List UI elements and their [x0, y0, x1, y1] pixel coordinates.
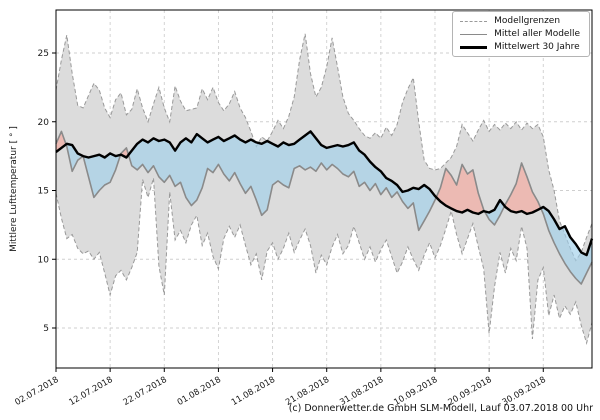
- model-range-upper-edge: [55, 33, 593, 262]
- x-tick-label: 11.08.2018: [230, 375, 277, 408]
- legend-label: Modellgrenzen: [494, 16, 561, 26]
- model-range-lower-edge: [55, 177, 593, 345]
- x-tick-label: 02.07.2018: [13, 375, 60, 408]
- y-axis-label: Mittlere Lufttemperatur [ ° ]: [9, 126, 19, 252]
- y-tick-label: 25: [38, 49, 49, 59]
- legend: Modellgrenzen Mittel aller Modelle Mitte…: [452, 11, 590, 57]
- model-mean-line: [55, 130, 593, 285]
- model-range-band: [56, 33, 592, 344]
- y-tick-label: 15: [38, 187, 49, 197]
- y-tick-label: 20: [38, 118, 50, 128]
- warm-anomaly-fill: [56, 131, 67, 152]
- dashed-line-icon: [460, 20, 488, 22]
- x-tick-label: 12.07.2018: [67, 375, 114, 408]
- x-tick-label: 01.08.2018: [176, 375, 223, 408]
- legend-item-modellgrenzen: Modellgrenzen: [460, 16, 580, 26]
- cold-anomaly-fill: [128, 131, 437, 231]
- gray-line-icon: [460, 33, 488, 35]
- legend-label: Mittel aller Modelle: [494, 29, 580, 39]
- legend-item-mittelwert-30-jahre: Mittelwert 30 Jahre: [460, 42, 580, 52]
- y-tick-label: 5: [43, 324, 49, 334]
- warm-anomaly-fill: [504, 163, 541, 214]
- black-line-icon: [460, 45, 488, 49]
- x-tick-label: 22.07.2018: [122, 375, 169, 408]
- copyright-caption: (c) Donnerwetter.de GmbH SLM-Modell, Lau…: [288, 403, 593, 414]
- cold-anomaly-fill: [540, 207, 592, 284]
- warm-anomaly-fill: [436, 164, 485, 214]
- legend-item-mittel-aller-modelle: Mittel aller Modelle: [460, 29, 580, 39]
- climate-mean-line: [55, 130, 594, 257]
- plot-border: [55, 9, 593, 369]
- legend-label: Mittelwert 30 Jahre: [494, 42, 580, 52]
- y-tick-label: 10: [38, 255, 50, 265]
